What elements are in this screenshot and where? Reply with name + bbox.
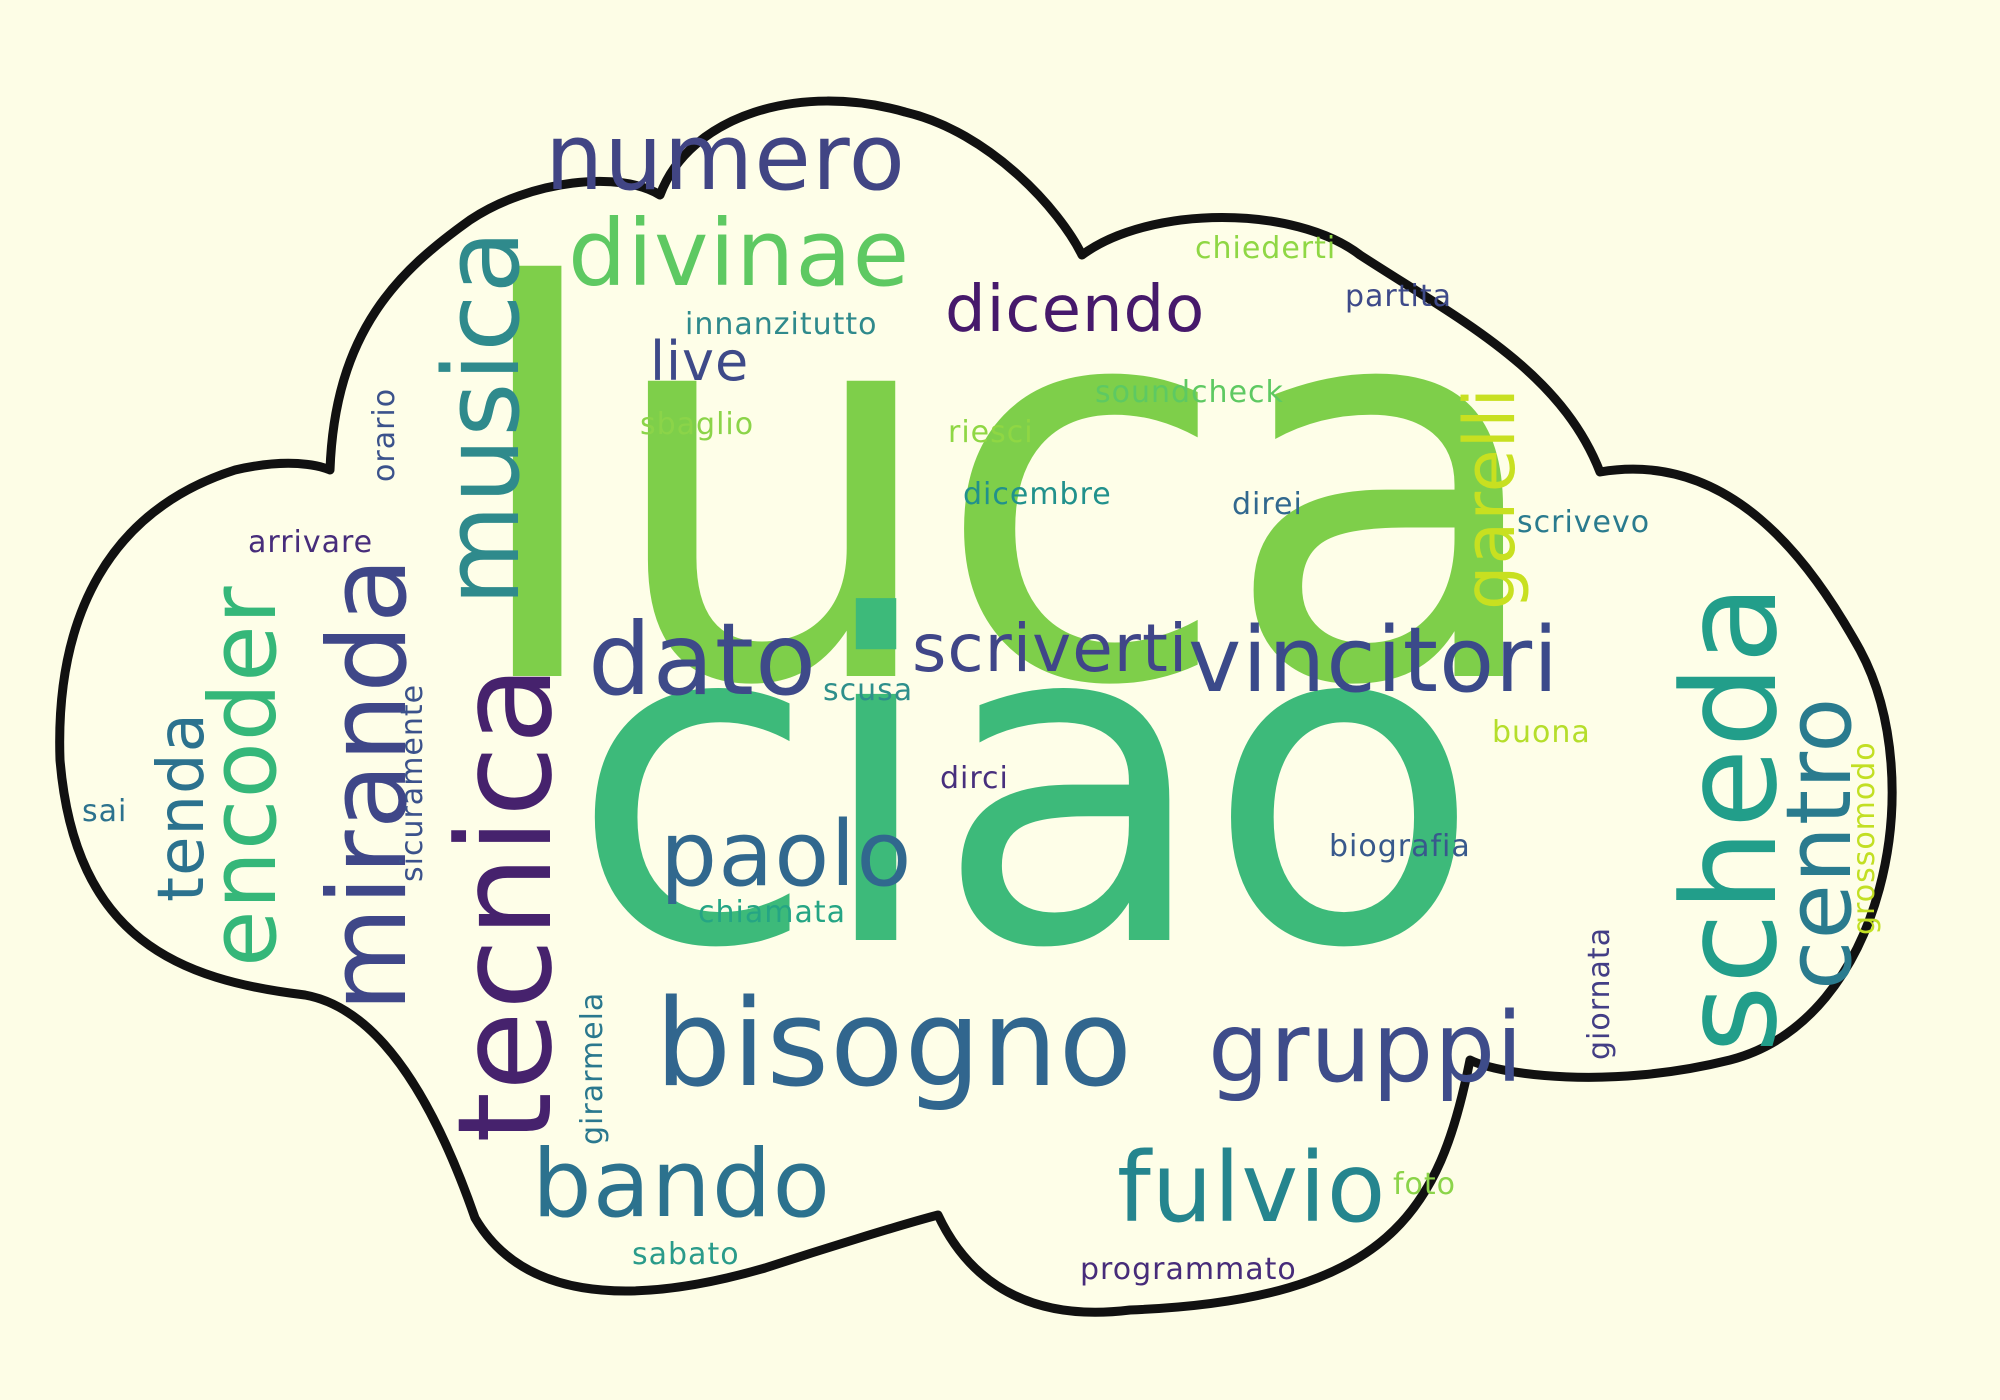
word-orario: orario xyxy=(367,387,402,482)
word-bando: bando xyxy=(532,1130,832,1239)
word-bisogno: bisogno xyxy=(655,975,1134,1114)
word-partita: partita xyxy=(1345,279,1453,314)
word-luca: luca xyxy=(462,176,1552,804)
word-garelli: garelli xyxy=(1449,387,1531,610)
word-riesci: riesci xyxy=(948,415,1034,450)
word-paolo: paolo xyxy=(660,802,913,907)
word-girarmela: girarmela xyxy=(575,991,610,1145)
word-soundcheck: soundcheck xyxy=(1095,375,1284,410)
word-vincitori: vincitori xyxy=(1188,608,1560,713)
word-sabato: sabato xyxy=(632,1237,740,1272)
word-sai: sai xyxy=(82,794,128,829)
word-dirci: dirci xyxy=(940,761,1009,796)
word-direi: direi xyxy=(1232,487,1303,522)
word-tecnica: tecnica xyxy=(429,663,581,1143)
word-dicendo: dicendo xyxy=(945,273,1206,347)
word-musica: musica xyxy=(421,228,543,606)
word-innanzitutto: innanzitutto xyxy=(685,307,878,342)
word-sbaglio: sbaglio xyxy=(640,407,755,442)
word-scrivevo: scrivevo xyxy=(1517,505,1651,540)
word-ciao: ciao xyxy=(570,523,1482,1047)
word-foto: foto xyxy=(1393,1167,1457,1202)
word-buona: buona xyxy=(1492,715,1591,750)
word-scusa: scusa xyxy=(823,673,914,708)
word-chiamata: chiamata xyxy=(698,895,846,930)
word-numero: numero xyxy=(545,104,906,211)
word-live: live xyxy=(650,330,750,393)
word-chiederti: chiederti xyxy=(1195,231,1337,266)
word-programmato: programmato xyxy=(1080,1252,1297,1287)
word-dicembre: dicembre xyxy=(963,477,1112,512)
word-scriverti: scriverti xyxy=(912,610,1189,687)
word-dato: dato xyxy=(588,601,818,718)
word-biografia: biografia xyxy=(1329,829,1471,864)
word-divinae: divinae xyxy=(568,200,911,307)
word-giornata: giornata xyxy=(1582,926,1617,1060)
word-gruppi: gruppi xyxy=(1208,992,1524,1104)
word-fulvio: fulvio xyxy=(1117,1132,1387,1244)
word-tenda: tenda xyxy=(145,712,219,902)
word-sicuramente: sicuramente xyxy=(395,683,430,882)
word-arrivare: arrivare xyxy=(248,525,374,560)
cloud-outline xyxy=(55,96,1897,1317)
word-grossomodo: grossomodo xyxy=(1847,741,1882,935)
